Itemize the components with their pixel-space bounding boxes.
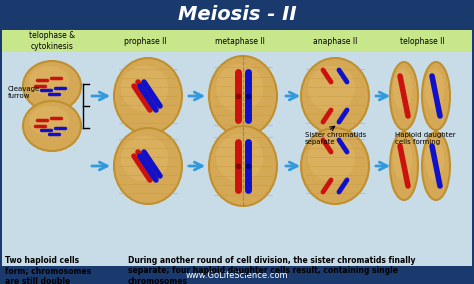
Ellipse shape xyxy=(209,56,277,136)
Text: prophase II: prophase II xyxy=(124,37,166,45)
Ellipse shape xyxy=(209,126,277,206)
Ellipse shape xyxy=(29,66,69,96)
Ellipse shape xyxy=(425,69,445,110)
Ellipse shape xyxy=(216,64,264,112)
Ellipse shape xyxy=(422,132,450,200)
Text: Two haploid cells
form; chromosomes
are still double: Two haploid cells form; chromosomes are … xyxy=(5,256,91,284)
Ellipse shape xyxy=(393,139,412,179)
Text: www.GoLifeScience.com: www.GoLifeScience.com xyxy=(186,270,288,279)
Ellipse shape xyxy=(121,66,168,111)
Ellipse shape xyxy=(308,135,356,181)
Ellipse shape xyxy=(301,128,369,204)
Ellipse shape xyxy=(114,58,182,134)
Ellipse shape xyxy=(114,128,182,204)
Bar xyxy=(0,266,474,284)
Bar xyxy=(0,0,474,30)
Ellipse shape xyxy=(308,66,356,111)
Ellipse shape xyxy=(301,58,369,134)
Text: Haploid daughter
cells forming: Haploid daughter cells forming xyxy=(395,132,456,145)
Ellipse shape xyxy=(425,139,445,179)
Ellipse shape xyxy=(23,61,81,111)
Text: During another round of cell division, the sister chromatids finally
separate; f: During another round of cell division, t… xyxy=(128,256,416,284)
Ellipse shape xyxy=(23,101,81,151)
Text: Meiosis - II: Meiosis - II xyxy=(178,5,296,24)
Text: telophase &
cytokinesis: telophase & cytokinesis xyxy=(29,31,75,51)
Ellipse shape xyxy=(216,134,264,182)
Text: Sister chromatids
separate: Sister chromatids separate xyxy=(305,132,366,145)
Ellipse shape xyxy=(121,135,168,181)
Ellipse shape xyxy=(393,69,412,110)
Bar xyxy=(2,30,472,52)
Ellipse shape xyxy=(422,62,450,130)
Text: metaphase II: metaphase II xyxy=(215,37,265,45)
Text: anaphase II: anaphase II xyxy=(313,37,357,45)
Ellipse shape xyxy=(29,106,69,136)
Text: Cleavage
furrow: Cleavage furrow xyxy=(8,85,40,99)
Bar xyxy=(2,30,472,266)
Text: telophase II: telophase II xyxy=(400,37,444,45)
Ellipse shape xyxy=(390,62,418,130)
Ellipse shape xyxy=(390,132,418,200)
